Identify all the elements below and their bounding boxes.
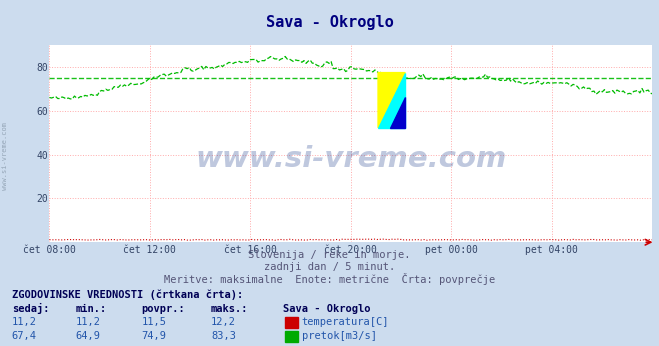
Text: 11,2: 11,2 xyxy=(76,318,101,327)
Text: 83,3: 83,3 xyxy=(211,331,236,341)
Polygon shape xyxy=(378,73,405,128)
Text: 74,9: 74,9 xyxy=(142,331,167,341)
Text: 67,4: 67,4 xyxy=(12,331,37,341)
Polygon shape xyxy=(390,98,405,128)
Text: zadnji dan / 5 minut.: zadnji dan / 5 minut. xyxy=(264,262,395,272)
Text: Sava - Okroglo: Sava - Okroglo xyxy=(283,304,371,313)
Text: 11,2: 11,2 xyxy=(12,318,37,327)
Text: sedaj:: sedaj: xyxy=(12,303,49,314)
Text: www.si-vreme.com: www.si-vreme.com xyxy=(195,145,507,173)
Polygon shape xyxy=(378,73,405,128)
Text: 64,9: 64,9 xyxy=(76,331,101,341)
Text: povpr.:: povpr.: xyxy=(142,304,185,313)
Text: min.:: min.: xyxy=(76,304,107,313)
Text: pretok[m3/s]: pretok[m3/s] xyxy=(302,331,377,341)
Text: 12,2: 12,2 xyxy=(211,318,236,327)
Text: Sava - Okroglo: Sava - Okroglo xyxy=(266,15,393,30)
Text: Meritve: maksimalne  Enote: metrične  Črta: povprečje: Meritve: maksimalne Enote: metrične Črta… xyxy=(164,273,495,285)
Text: www.si-vreme.com: www.si-vreme.com xyxy=(2,122,9,190)
Text: Slovenija / reke in morje.: Slovenija / reke in morje. xyxy=(248,251,411,260)
Text: 11,5: 11,5 xyxy=(142,318,167,327)
Text: temperatura[C]: temperatura[C] xyxy=(302,318,389,327)
Text: maks.:: maks.: xyxy=(211,304,248,313)
Text: ZGODOVINSKE VREDNOSTI (črtkana črta):: ZGODOVINSKE VREDNOSTI (črtkana črta): xyxy=(12,290,243,300)
